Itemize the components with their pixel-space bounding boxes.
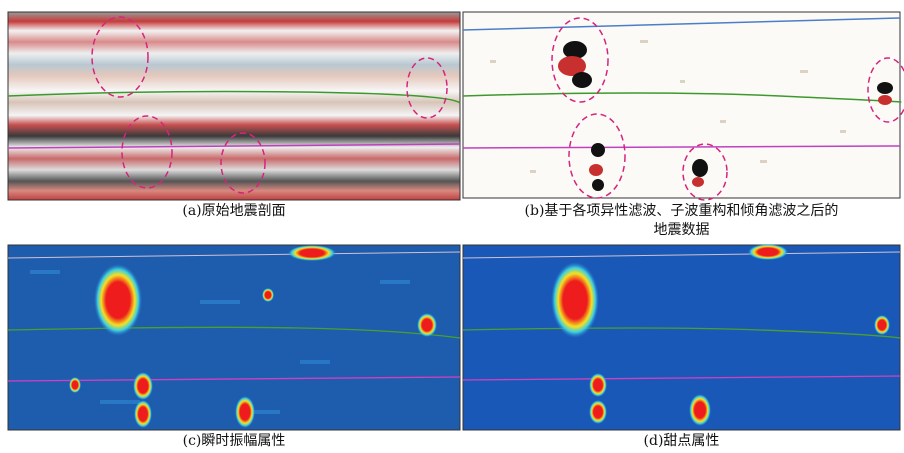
caption-line: 地震数据 (463, 221, 900, 240)
caption: (a)原始地震剖面 (8, 202, 460, 221)
attribute-section (8, 245, 460, 430)
figure: (a)原始地震剖面 (b)基于各项异性滤波、子波重构和倾角滤波之后的 地震数据 … (0, 0, 904, 453)
caption-line: (d)甜点属性 (463, 432, 900, 451)
caption-line: (a)原始地震剖面 (8, 202, 460, 221)
seismic-section (463, 12, 900, 198)
caption: (c)瞬时振幅属性 (8, 432, 460, 451)
panel-a-image (8, 12, 460, 200)
seismic-section (8, 12, 460, 200)
caption-line: (b)基于各项异性滤波、子波重构和倾角滤波之后的 (463, 202, 900, 221)
caption: (b)基于各项异性滤波、子波重构和倾角滤波之后的 地震数据 (463, 202, 900, 240)
caption-line: (c)瞬时振幅属性 (8, 432, 460, 451)
panel-b-image (463, 12, 904, 200)
caption: (d)甜点属性 (463, 432, 900, 451)
panel-c-image (8, 245, 460, 430)
panel-d-image (463, 244, 900, 430)
attribute-section (463, 245, 900, 430)
